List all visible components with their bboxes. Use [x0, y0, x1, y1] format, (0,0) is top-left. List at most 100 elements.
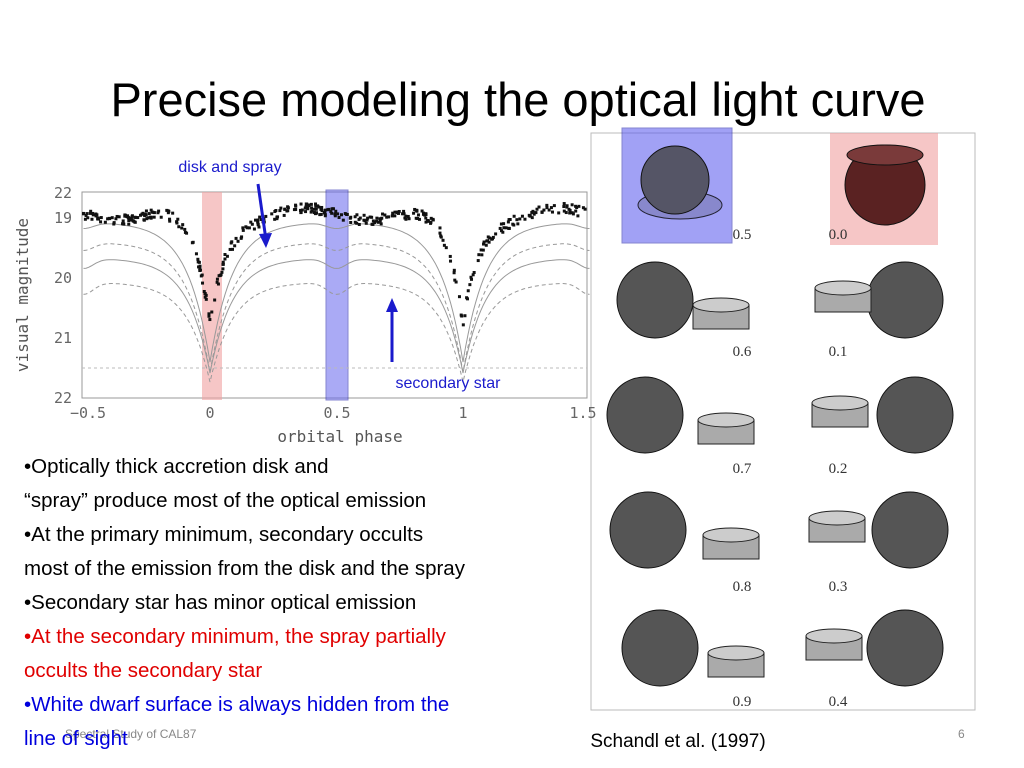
model-drawings: 0.5 0.0 0.6 0.1 0.7 0.2 0.8 0.3 0.9 0.4 — [606, 144, 954, 710]
observed-point — [452, 271, 456, 275]
observed-point — [575, 206, 579, 210]
phase-label: 0.9 — [733, 694, 752, 710]
observed-point — [300, 208, 304, 212]
observed-point — [562, 202, 566, 206]
observed-point — [571, 212, 575, 216]
observed-point — [180, 226, 184, 230]
observed-point — [379, 217, 383, 221]
observed-point — [234, 236, 238, 240]
observed-point — [314, 211, 318, 215]
observed-point — [166, 211, 170, 215]
observed-point — [336, 212, 340, 216]
observed-point — [429, 216, 433, 220]
observed-point — [444, 246, 448, 250]
observed-point — [299, 202, 303, 206]
observed-point — [323, 208, 327, 212]
observed-point — [204, 293, 208, 297]
observed-point — [236, 239, 240, 243]
observed-point — [329, 210, 333, 214]
observed-point — [362, 213, 366, 217]
observed-point — [549, 206, 553, 210]
observed-point — [395, 211, 399, 215]
observed-point — [283, 207, 287, 211]
observed-point — [414, 216, 418, 220]
observed-point — [330, 207, 334, 211]
x-tick-label: 1.5 — [569, 404, 596, 422]
observed-point — [401, 212, 405, 216]
observed-point — [304, 205, 308, 209]
observed-point — [441, 238, 445, 242]
observed-point — [568, 208, 572, 212]
observed-point — [213, 298, 217, 302]
observed-point — [82, 211, 86, 215]
disk — [702, 527, 760, 543]
page-number: 6 — [958, 727, 965, 741]
bullet-line: •White dwarf surface is always hidden fr… — [24, 693, 450, 716]
observed-point — [416, 213, 420, 217]
observed-point — [258, 215, 262, 219]
arrow — [256, 183, 268, 241]
observed-point — [123, 214, 127, 218]
observed-point — [540, 210, 544, 214]
observed-point — [90, 217, 94, 221]
observed-point — [482, 242, 486, 246]
observed-point — [424, 212, 428, 216]
observed-point — [577, 204, 581, 208]
star — [866, 609, 944, 687]
observed-point — [168, 217, 172, 221]
observed-point — [504, 226, 508, 230]
observed-point — [142, 218, 146, 222]
observed-point — [330, 211, 334, 215]
phase-label: 0.0 — [829, 227, 848, 243]
phase-label: 0.4 — [829, 694, 848, 710]
observed-point — [96, 217, 100, 221]
observed-point — [412, 211, 416, 215]
observed-point — [323, 214, 327, 218]
credit: Schandl et al. (1997) — [590, 731, 765, 752]
observed-point — [168, 219, 172, 223]
x-axis-label: orbital phase — [277, 427, 402, 446]
observed-point — [323, 212, 327, 216]
observed-point — [215, 280, 219, 284]
observed-point — [438, 226, 442, 230]
observed-point — [306, 207, 310, 211]
observed-point — [466, 289, 470, 293]
observed-point — [463, 314, 467, 318]
star — [871, 491, 949, 569]
observed-point — [202, 289, 206, 293]
observed-point — [545, 203, 549, 207]
observed-point — [309, 202, 313, 206]
observed-point — [429, 220, 433, 224]
observed-point — [203, 292, 207, 296]
observed-point — [515, 218, 519, 222]
observed-point — [159, 215, 163, 219]
observed-point — [310, 206, 314, 210]
observed-point — [88, 211, 92, 215]
observed-point — [198, 268, 202, 272]
observed-point — [383, 213, 387, 217]
observed-point — [393, 214, 397, 218]
bullet-list: •Optically thick accretion disk and “spra… — [24, 450, 604, 756]
observed-point — [201, 281, 205, 285]
observed-point — [453, 278, 457, 282]
observed-point — [542, 208, 546, 212]
disk — [692, 297, 750, 313]
observed-point — [157, 209, 161, 213]
observed-point — [461, 323, 465, 327]
observed-point — [334, 209, 338, 213]
observed-point — [215, 277, 219, 281]
observed-point — [152, 215, 156, 219]
observed-point — [185, 231, 189, 235]
observed-point — [476, 259, 480, 263]
observed-point — [133, 220, 137, 224]
observed-point — [570, 203, 574, 207]
disk — [846, 144, 924, 166]
observed-point — [353, 215, 357, 219]
phase-label: 0.5 — [733, 227, 752, 243]
annotation: secondary star — [396, 375, 502, 392]
secondary-band — [325, 189, 349, 401]
observed-point — [531, 209, 535, 213]
observed-point — [552, 204, 556, 208]
observed-point — [532, 212, 536, 216]
